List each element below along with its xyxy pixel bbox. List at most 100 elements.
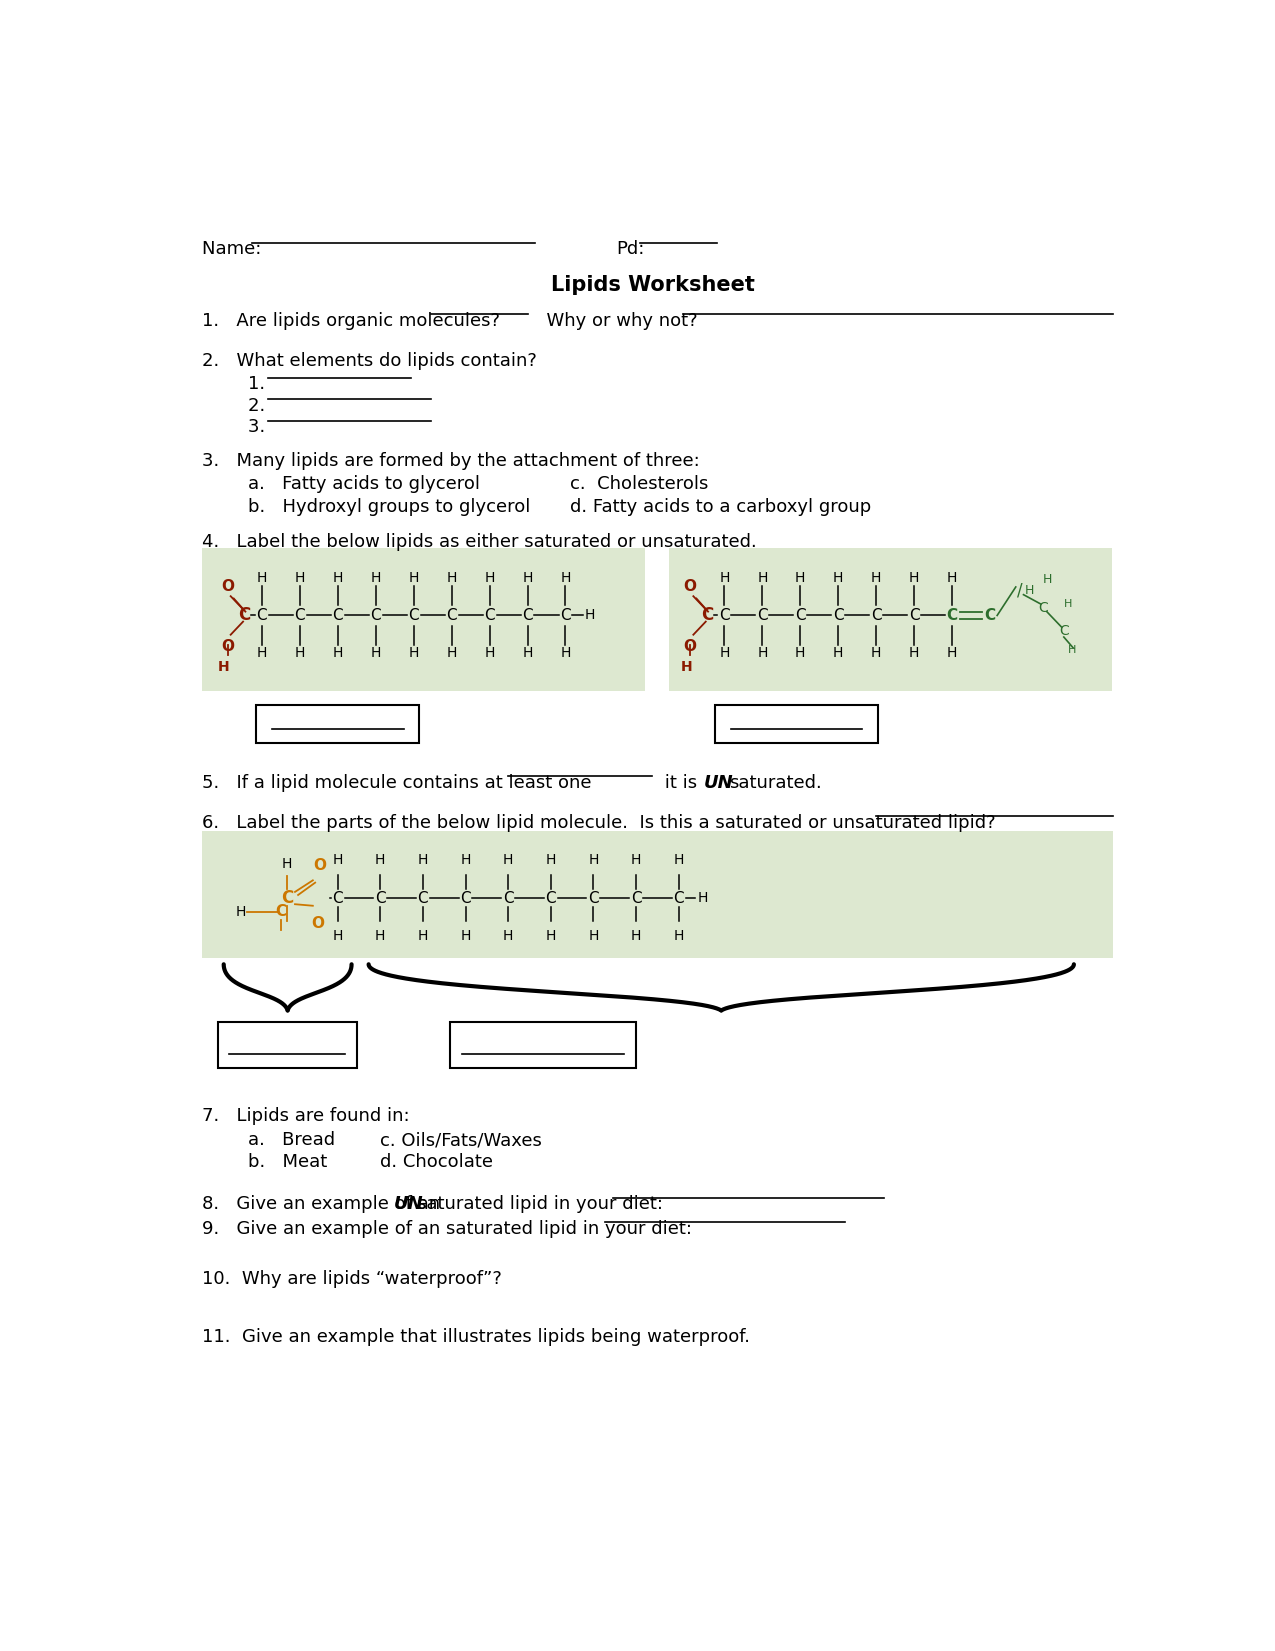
Text: Lipids Worksheet: Lipids Worksheet	[551, 276, 755, 296]
Text: H: H	[833, 646, 844, 660]
Text: O: O	[683, 639, 696, 654]
Text: H: H	[256, 571, 266, 584]
Text: C: C	[523, 608, 533, 622]
Text: 4.   Label the below lipids as either saturated or unsaturated.: 4. Label the below lipids as either satu…	[201, 533, 757, 551]
Text: b.   Hydroxyl groups to glycerol: b. Hydroxyl groups to glycerol	[249, 499, 530, 517]
Text: /: /	[1017, 581, 1023, 599]
Text: C: C	[701, 606, 714, 624]
Text: H: H	[631, 854, 641, 867]
Bar	[201, 548, 645, 690]
Text: H: H	[446, 646, 456, 660]
Text: H: H	[673, 854, 683, 867]
Text: H: H	[523, 571, 533, 584]
Text: H: H	[560, 646, 571, 660]
Text: H: H	[871, 571, 881, 584]
Text: C: C	[408, 608, 419, 622]
Text: C: C	[484, 608, 495, 622]
Text: H: H	[546, 930, 556, 943]
Text: H: H	[947, 646, 958, 660]
Text: O: O	[221, 580, 235, 594]
Text: 11.  Give an example that illustrates lipids being waterproof.: 11. Give an example that illustrates lip…	[201, 1327, 750, 1346]
Text: 9.   Give an example of an saturated lipid in your diet:: 9. Give an example of an saturated lipid…	[201, 1220, 697, 1238]
Text: 2.   What elements do lipids contain?: 2. What elements do lipids contain?	[201, 352, 537, 370]
Text: Pd:: Pd:	[617, 241, 645, 259]
Text: H: H	[1067, 646, 1076, 655]
Text: saturated.: saturated.	[729, 774, 822, 792]
Text: H: H	[796, 571, 806, 584]
Text: H: H	[446, 571, 456, 584]
Text: H: H	[371, 571, 381, 584]
Text: 8.   Give an example of an: 8. Give an example of an	[201, 1195, 446, 1213]
Text: H: H	[796, 646, 806, 660]
Text: C: C	[238, 606, 251, 624]
Text: UN: UN	[394, 1195, 423, 1213]
Text: 7.   Lipids are found in:: 7. Lipids are found in:	[201, 1106, 409, 1124]
Text: H: H	[256, 646, 266, 660]
Text: H: H	[546, 854, 556, 867]
Text: C: C	[256, 608, 266, 622]
Text: H: H	[757, 646, 768, 660]
Text: O: O	[312, 916, 325, 931]
Bar	[218, 1022, 357, 1068]
Text: H: H	[585, 609, 595, 622]
Text: C: C	[871, 608, 881, 622]
Text: C: C	[833, 608, 844, 622]
Text: Why or why not?: Why or why not?	[536, 312, 704, 330]
Text: C: C	[1060, 624, 1068, 637]
Text: H: H	[719, 571, 729, 584]
Text: H: H	[295, 646, 305, 660]
Text: H: H	[909, 571, 919, 584]
Text: C: C	[719, 608, 729, 622]
Text: H: H	[371, 646, 381, 660]
Text: C: C	[757, 608, 768, 622]
Text: H: H	[460, 930, 470, 943]
Text: H: H	[333, 854, 343, 867]
Text: d. Fatty acids to a carboxyl group: d. Fatty acids to a carboxyl group	[570, 499, 871, 517]
Text: H: H	[757, 571, 768, 584]
Text: H: H	[588, 930, 598, 943]
Text: a.   Fatty acids to glycerol: a. Fatty acids to glycerol	[249, 475, 481, 494]
Text: C: C	[984, 608, 996, 622]
Text: H: H	[295, 571, 305, 584]
Text: C: C	[460, 890, 470, 905]
Bar	[668, 548, 1112, 690]
Text: C: C	[673, 890, 683, 905]
Text: H: H	[333, 646, 343, 660]
Text: C: C	[295, 608, 305, 622]
Text: O: O	[221, 639, 235, 654]
Text: C: C	[1038, 601, 1048, 614]
Text: H: H	[375, 854, 385, 867]
Text: C: C	[275, 905, 287, 920]
Text: C: C	[946, 608, 958, 622]
Text: H: H	[523, 646, 533, 660]
Text: C: C	[446, 608, 456, 622]
Text: H: H	[588, 854, 598, 867]
Text: C: C	[560, 608, 571, 622]
Bar	[256, 705, 419, 743]
Text: C: C	[546, 890, 556, 905]
Text: H: H	[236, 905, 246, 920]
Text: 1.: 1.	[249, 375, 283, 393]
Text: 2.: 2.	[249, 396, 283, 414]
Text: H: H	[1043, 573, 1052, 586]
Text: H: H	[719, 646, 729, 660]
Text: c. Oils/Fats/Waxes: c. Oils/Fats/Waxes	[380, 1131, 542, 1149]
Text: it is: it is	[659, 774, 703, 792]
Text: H: H	[484, 646, 495, 660]
Text: b.   Meat: b. Meat	[249, 1152, 328, 1171]
Text: O: O	[314, 857, 326, 873]
Text: 6.   Label the parts of the below lipid molecule.  Is this a saturated or unsatu: 6. Label the parts of the below lipid mo…	[201, 814, 1001, 832]
Text: C: C	[502, 890, 514, 905]
Text: H: H	[871, 646, 881, 660]
Text: 3.   Many lipids are formed by the attachment of three:: 3. Many lipids are formed by the attachm…	[201, 452, 700, 471]
Text: H: H	[408, 646, 418, 660]
Text: H: H	[418, 854, 428, 867]
Bar	[715, 705, 877, 743]
Text: H: H	[282, 857, 292, 872]
Text: a.   Bread: a. Bread	[249, 1131, 335, 1149]
Text: C: C	[280, 888, 293, 906]
Text: C: C	[333, 608, 343, 622]
Text: C: C	[796, 608, 806, 622]
Text: 1.   Are lipids organic molecules?: 1. Are lipids organic molecules?	[201, 312, 500, 330]
Text: H: H	[697, 892, 709, 905]
